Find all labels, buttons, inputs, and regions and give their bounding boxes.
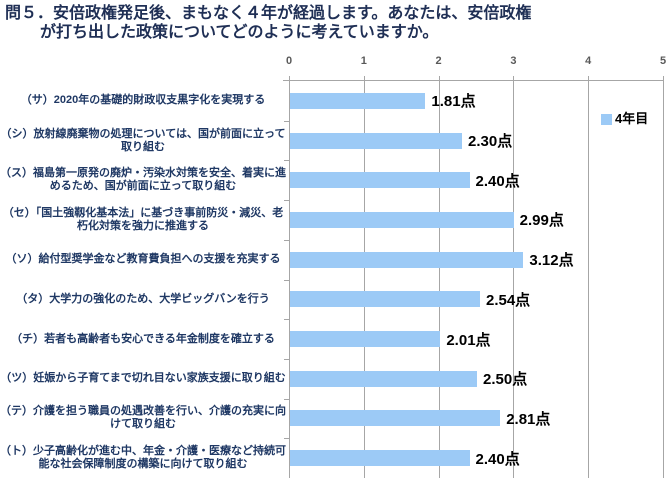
y-axis-tick [284,399,289,400]
bar-value-label: 2.81点 [506,410,551,428]
gridline [513,80,514,478]
legend-swatch-icon [601,113,612,125]
x-axis-tick-label: 5 [659,55,667,67]
category-label: （ス）福島第一原発の廃炉・汚染水対策を安全、着実に進めるため、国が前面に立って取… [0,167,286,193]
bar [290,132,463,149]
bar-value-label: 2.40点 [475,172,520,190]
bar [290,211,514,228]
bar-value-label: 2.40点 [475,450,520,468]
bar [290,172,470,189]
gridline [588,80,589,478]
bar [290,251,524,268]
y-axis-line [289,80,290,478]
bar-value-label: 2.99点 [519,212,564,230]
x-axis-tick-label: 2 [435,55,442,67]
category-label: （チ）若者も高齢者も安心できる年金制度を確立する [11,332,275,345]
y-axis-tick [284,319,289,320]
category-label: （セ）「国土強靱化基本法」に基づき事前防災・減災、老朽化対策を強力に推進する [2,206,284,232]
bar-value-label: 2.30点 [468,133,513,151]
x-axis-tick-label: 1 [360,55,367,67]
bar [290,92,426,109]
bar [290,450,470,467]
gridline [439,80,440,478]
bar-value-label: 3.12点 [529,252,574,270]
y-axis-tick [284,240,289,241]
category-label: （ツ）妊娠から子育てまで切れ目ない家族支援に取り組む [0,372,286,385]
gridline [663,80,664,478]
y-axis-tick [284,438,289,439]
y-axis-tick [284,160,289,161]
category-label: （シ）放射線廃棄物の処理については、国が前面に立って取り組む [0,127,286,153]
category-label: （ソ）給付型奨学金など教育費負担への支援を充実する [5,253,281,266]
category-label: （タ）大学力の強化のため、大学ビッグバンを行う [16,292,270,305]
bar-value-label: 2.54点 [485,291,531,309]
bar-value-label: 2.50点 [483,371,528,389]
y-axis-tick [284,359,289,360]
legend: 4年目 [599,107,651,131]
x-axis-line [283,80,663,81]
bar-value-label: 2.01点 [446,331,491,349]
bar [290,291,480,308]
bar [290,410,501,427]
x-axis-tick-label: 3 [510,55,517,67]
x-axis-tick-label: 0 [285,55,293,67]
legend-label: 4年目 [615,111,649,126]
x-axis-tick-label: 4 [585,55,592,67]
bar [290,370,477,387]
y-axis-tick [284,200,289,201]
category-label: （サ）2020年の基礎的財政収支黒字化を実現する [20,94,266,107]
y-axis-tick [284,280,289,281]
chart-title: 問５．安倍政権発足後、まもなく４年が経過します。あなたは、安倍政権 が打ち出した… [5,5,532,41]
bar-value-label: 1.81点 [431,93,476,111]
y-axis-tick [284,121,289,122]
category-label: （テ）介護を担う職員の処遇改善を行い、介護の充実に向けて取り組む [0,405,286,431]
gridline [364,80,365,478]
category-label: （ト）少子高齢化が進む中、年金・介護・医療など持続可能な社会保障制度の構築に向け… [0,445,286,471]
bar [290,331,441,348]
